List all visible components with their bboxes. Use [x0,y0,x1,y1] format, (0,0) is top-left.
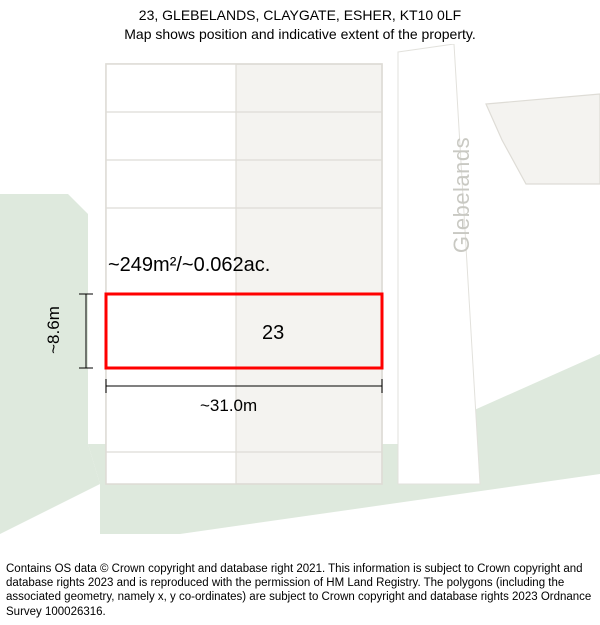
footer-copyright: Contains OS data © Crown copyright and d… [0,558,600,625]
width-dimension-label: ~31.0m [200,396,257,416]
area-label: ~249m²/~0.062ac. [108,254,270,277]
street-name-label: Glebelands [449,137,475,253]
page-subtitle: Map shows position and indicative extent… [10,25,590,44]
header: 23, GLEBELANDS, CLAYGATE, ESHER, KT10 0L… [0,0,600,44]
plot-number-label: 23 [262,322,284,345]
map-svg [0,44,600,534]
map-container: ~249m²/~0.062ac. 23 ~31.0m ~8.6m Glebela… [0,44,600,534]
height-dimension-label: ~8.6m [44,306,64,354]
page-title: 23, GLEBELANDS, CLAYGATE, ESHER, KT10 0L… [10,6,590,25]
